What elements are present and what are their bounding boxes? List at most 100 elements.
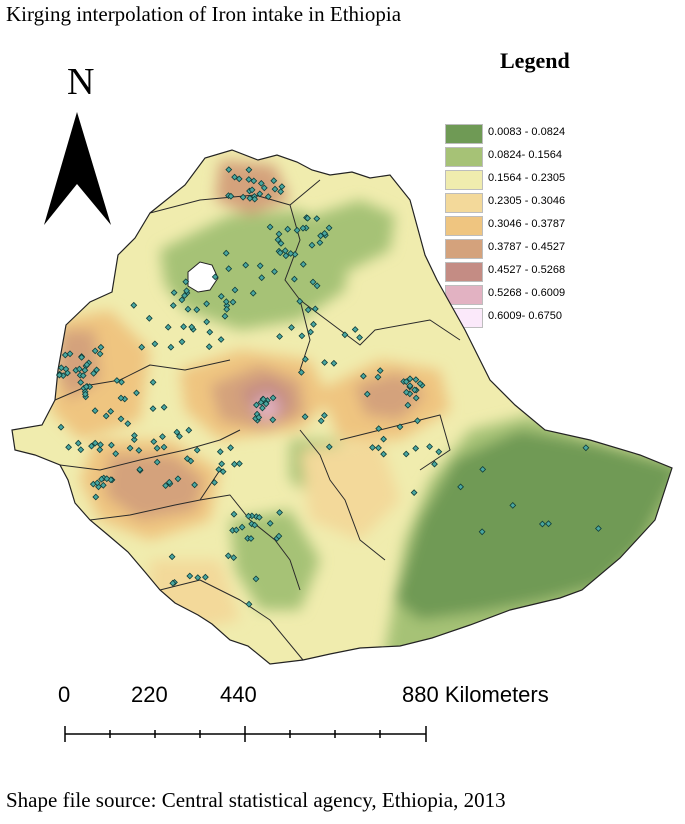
sample-point <box>231 173 238 181</box>
sample-point <box>184 305 192 313</box>
sample-point <box>582 444 590 452</box>
sample-point <box>457 483 464 491</box>
sample-point <box>117 415 125 423</box>
sample-point <box>260 395 267 403</box>
sample-point <box>253 401 260 409</box>
sample-point <box>249 289 257 297</box>
sample-point <box>325 224 333 232</box>
sample-point <box>310 320 317 328</box>
legend-swatch <box>445 124 483 144</box>
sample-point <box>282 252 290 260</box>
sample-point <box>169 302 177 309</box>
sample-point <box>102 412 110 420</box>
sample-point <box>287 250 295 257</box>
sample-point <box>178 338 186 346</box>
legend-swatch <box>445 239 483 259</box>
sample-point <box>360 372 367 380</box>
sample-point <box>88 442 95 450</box>
sample-point <box>165 478 173 486</box>
sample-point <box>406 375 414 383</box>
sample-point <box>258 274 266 282</box>
source-note: Shape file source: Central statistical a… <box>6 788 506 812</box>
sample-point <box>99 481 107 489</box>
sample-point <box>57 364 65 372</box>
sample-point <box>188 323 196 331</box>
sample-point <box>276 509 283 516</box>
sample-point <box>81 366 89 374</box>
sample-point <box>380 435 387 443</box>
sample-point <box>232 526 240 534</box>
sample-point <box>230 554 238 561</box>
sample-point <box>330 359 338 367</box>
sample-point <box>162 482 169 489</box>
sample-point <box>227 444 234 452</box>
legend-swatch <box>445 216 483 236</box>
sample-point <box>231 286 239 294</box>
sample-point <box>325 443 333 451</box>
sample-point <box>98 475 105 483</box>
sample-point <box>309 278 317 286</box>
sample-point <box>298 369 305 376</box>
sample-point <box>206 328 214 336</box>
sample-point <box>96 446 104 454</box>
sample-point <box>108 441 115 449</box>
sample-point <box>97 441 104 449</box>
sample-point <box>276 333 283 340</box>
sample-point <box>97 343 105 351</box>
sample-point <box>182 278 190 286</box>
sample-point <box>277 240 285 247</box>
sample-point <box>245 166 253 174</box>
sample-point <box>291 251 299 258</box>
sample-point <box>278 183 286 190</box>
sample-point <box>351 326 359 333</box>
sample-point <box>112 450 120 458</box>
sample-point <box>238 523 246 531</box>
sample-point <box>183 455 191 462</box>
sample-point <box>130 436 138 443</box>
sample-point <box>284 225 292 233</box>
sample-point <box>412 376 420 383</box>
sample-point <box>136 466 144 473</box>
sample-point <box>317 232 324 240</box>
sample-point <box>410 489 418 496</box>
sample-point <box>426 443 433 450</box>
sample-point <box>77 379 85 386</box>
sample-point <box>277 188 285 195</box>
sample-point <box>229 298 237 306</box>
sample-point <box>227 192 235 200</box>
sample-point <box>317 417 325 425</box>
legend-label: 0.3046 - 0.3787 <box>488 218 566 230</box>
sample-point <box>376 367 384 374</box>
sample-point <box>304 214 311 222</box>
sample-point <box>260 184 268 192</box>
sample-point <box>216 448 224 456</box>
sample-point <box>412 394 420 402</box>
sample-point <box>82 383 90 391</box>
sample-point <box>251 521 259 529</box>
sample-point <box>225 265 233 273</box>
ethiopia-map <box>11 149 673 665</box>
sample-point <box>133 389 140 397</box>
legend-label: 0.4527 - 0.5268 <box>488 264 566 276</box>
sample-point <box>218 460 226 468</box>
sample-point <box>478 528 486 536</box>
sample-point <box>257 180 265 187</box>
sample-point <box>193 306 201 314</box>
sample-point <box>176 433 183 440</box>
sample-point <box>186 572 194 580</box>
sample-point <box>90 370 97 377</box>
sample-point <box>321 359 328 366</box>
sample-point <box>262 400 270 408</box>
sample-point <box>256 262 264 270</box>
sample-point <box>211 479 218 486</box>
sample-point <box>203 300 210 308</box>
sample-point <box>74 439 82 447</box>
sample-point <box>66 350 74 358</box>
legend-label: 0.2305 - 0.3046 <box>488 195 566 207</box>
sample-point <box>194 574 202 581</box>
sample-point <box>103 475 111 483</box>
legend-swatch <box>445 170 483 190</box>
sample-point <box>269 416 277 424</box>
sample-point <box>266 520 274 527</box>
sample-point <box>245 512 252 520</box>
